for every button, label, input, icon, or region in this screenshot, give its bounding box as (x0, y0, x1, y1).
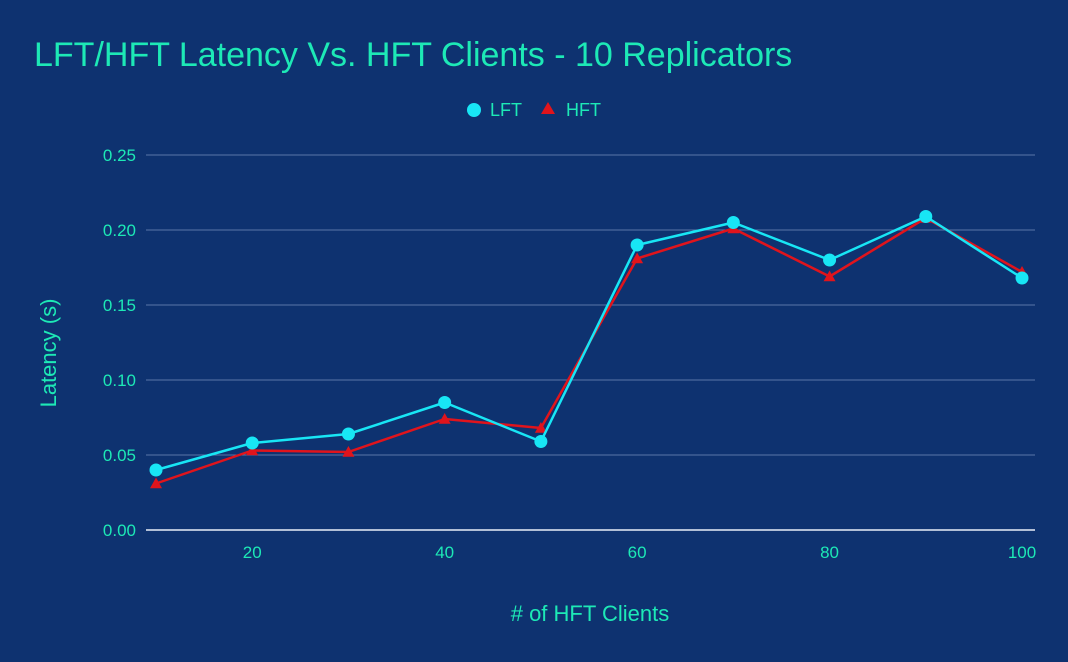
lft-point (823, 253, 837, 267)
x-axis-title: # of HFT Clients (511, 601, 670, 626)
lft-point (726, 216, 740, 229)
lft-point (341, 427, 355, 441)
lft-point (630, 238, 644, 252)
x-tick-label: 80 (820, 543, 839, 562)
legend-lft-label: LFT (490, 100, 522, 120)
hft-point (150, 477, 162, 489)
hft-point (438, 413, 451, 424)
hft-point (823, 270, 836, 282)
y-tick-label: 0.20 (103, 221, 136, 240)
legend: LFT HFT (467, 100, 601, 120)
x-axis-ticks: 20 40 60 80 100 (243, 543, 1036, 562)
lft-point (438, 396, 452, 409)
x-tick-label: 40 (435, 543, 454, 562)
legend-hft-marker-icon (541, 102, 555, 114)
legend-lft-marker-icon (467, 103, 481, 117)
hft-point (631, 252, 644, 264)
series-lft (149, 210, 1029, 477)
series-lft-line (155, 215, 1023, 472)
series-hft (150, 212, 1028, 489)
legend-hft-label: HFT (566, 100, 601, 120)
series-layer (149, 210, 1029, 489)
chart-title: LFT/HFT Latency Vs. HFT Clients - 10 Rep… (34, 36, 792, 74)
y-tick-label: 0.15 (103, 296, 136, 315)
y-tick-label: 0.00 (103, 521, 136, 540)
hft-point (246, 444, 259, 456)
lft-point (245, 436, 259, 450)
series-hft-line (155, 216, 1023, 485)
x-tick-label: 20 (243, 543, 262, 562)
x-tick-label: 60 (628, 543, 647, 562)
x-tick-label: 100 (1008, 543, 1036, 562)
gridlines (146, 154, 1035, 531)
lft-point (919, 210, 933, 223)
lft-point (149, 463, 163, 477)
lft-point (1015, 271, 1029, 285)
y-axis-title: Latency (s) (36, 299, 61, 408)
lft-point (534, 435, 548, 448)
y-tick-label: 0.10 (103, 371, 136, 390)
y-tick-label: 0.25 (103, 146, 136, 165)
y-axis-ticks: 0.00 0.05 0.10 0.15 0.20 0.25 (103, 146, 136, 540)
hft-point (534, 422, 547, 433)
hft-point (342, 446, 355, 457)
y-tick-label: 0.05 (103, 446, 136, 465)
